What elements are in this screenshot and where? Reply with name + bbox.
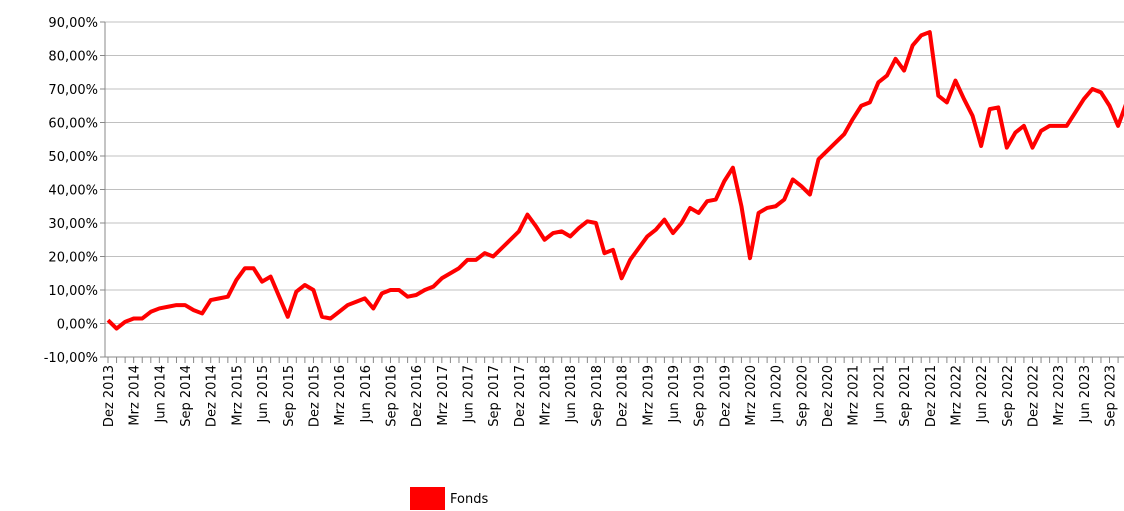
y-tick-label: 20,00% — [48, 251, 98, 266]
y-tick-label: 70,00% — [48, 83, 98, 98]
x-tick-label: Jun 2015 — [256, 365, 271, 424]
x-tick-label: Jun 2017 — [462, 365, 477, 424]
y-tick-label: 0,00% — [57, 318, 98, 333]
x-tick-label: Sep 2022 — [1001, 365, 1016, 427]
x-tick-label: Mrz 2015 — [230, 365, 245, 426]
legend-swatch — [410, 487, 445, 510]
x-tick-label: Mrz 2022 — [949, 365, 964, 426]
legend-label: Fonds — [450, 492, 488, 507]
x-tick-label: Dez 2019 — [718, 365, 733, 427]
x-tick-label: Sep 2020 — [795, 365, 810, 427]
y-tick-label: 80,00% — [48, 50, 98, 65]
x-tick-label: Sep 2021 — [898, 365, 913, 427]
x-tick-label: Mrz 2017 — [436, 365, 451, 426]
x-tick-label: Jun 2021 — [872, 365, 887, 424]
x-tick-label: Mrz 2016 — [333, 365, 348, 426]
x-tick-label: Sep 2023 — [1104, 365, 1119, 427]
x-tick-label: Jun 2016 — [359, 365, 374, 424]
data-line — [106, 30, 1124, 331]
y-tick-label: 50,00% — [48, 150, 98, 165]
x-tick-label: Dez 2016 — [410, 365, 425, 427]
y-tick-label: 40,00% — [48, 184, 98, 199]
x-tick-label: Mrz 2019 — [641, 365, 656, 426]
x-tick-label: Jun 2018 — [564, 365, 579, 424]
x-tick-label: Dez 2018 — [616, 365, 631, 427]
x-tick-label: Mrz 2020 — [744, 365, 759, 426]
y-tick-label: -10,00% — [44, 351, 98, 366]
x-tick-label: Dez 2014 — [205, 365, 220, 427]
x-tick-label: Dez 2022 — [1026, 365, 1041, 427]
x-tick-label: Dez 2015 — [307, 365, 322, 427]
x-tick-label: Jun 2022 — [975, 365, 990, 424]
y-tick-label: 90,00% — [48, 16, 98, 31]
x-tick-label: Dez 2021 — [924, 365, 939, 427]
x-tick-label: Dez 2020 — [821, 365, 836, 427]
y-tick-label: 30,00% — [48, 217, 98, 232]
x-tick-label: Jun 2019 — [667, 365, 682, 424]
x-tick-label: Jun 2014 — [153, 365, 168, 424]
x-tick-label: Mrz 2023 — [1052, 365, 1067, 426]
x-tick-label: Jun 2020 — [770, 365, 785, 424]
y-tick-label: 60,00% — [48, 117, 98, 132]
x-tick-label: Dez 2013 — [102, 365, 117, 427]
x-tick-label: Mrz 2021 — [847, 365, 862, 426]
x-tick-label: Sep 2016 — [384, 365, 399, 427]
x-tick-label: Sep 2019 — [693, 365, 708, 427]
x-tick-label: Sep 2018 — [590, 365, 605, 427]
x-tick-label: Mrz 2018 — [539, 365, 554, 426]
x-tick-label: Dez 2017 — [513, 365, 528, 427]
x-tick-label: Jun 2023 — [1078, 365, 1093, 424]
y-tick-label: 10,00% — [48, 284, 98, 299]
x-tick-label: Sep 2014 — [179, 365, 194, 427]
x-tick-label: Sep 2015 — [282, 365, 297, 427]
x-tick-label: Mrz 2014 — [128, 365, 143, 426]
x-tick-label: Sep 2017 — [487, 365, 502, 427]
